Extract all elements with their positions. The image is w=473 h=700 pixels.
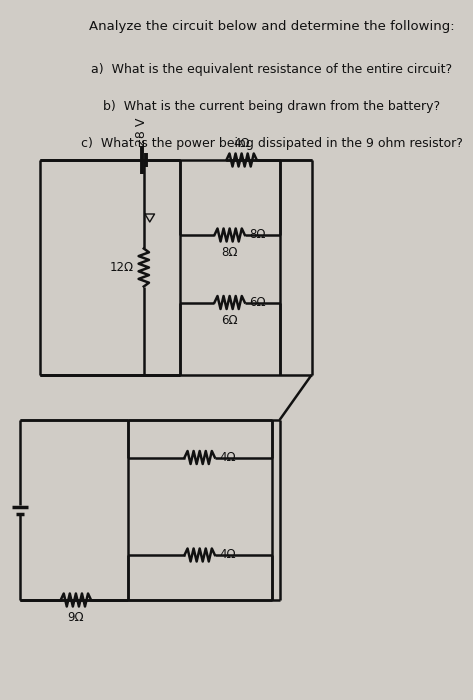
Text: 28 V: 28 V — [135, 118, 148, 146]
Text: 12Ω: 12Ω — [110, 261, 134, 274]
Text: c)  What is the power being dissipated in the 9 ohm resistor?: c) What is the power being dissipated in… — [80, 137, 463, 150]
Text: 6Ω: 6Ω — [221, 314, 238, 326]
Text: Analyze the circuit below and determine the following:: Analyze the circuit below and determine … — [89, 20, 455, 33]
Text: 9Ω: 9Ω — [68, 611, 84, 624]
Text: 8Ω: 8Ω — [250, 228, 266, 242]
Text: 4Ω: 4Ω — [219, 451, 236, 464]
Text: 4Ω: 4Ω — [219, 549, 236, 561]
Text: 4Ω: 4Ω — [233, 137, 250, 150]
Text: a)  What is the equivalent resistance of the entire circuit?: a) What is the equivalent resistance of … — [91, 62, 452, 76]
Text: 6Ω: 6Ω — [250, 296, 266, 309]
Text: 8Ω: 8Ω — [221, 246, 238, 259]
Text: b)  What is the current being drawn from the battery?: b) What is the current being drawn from … — [103, 100, 440, 113]
